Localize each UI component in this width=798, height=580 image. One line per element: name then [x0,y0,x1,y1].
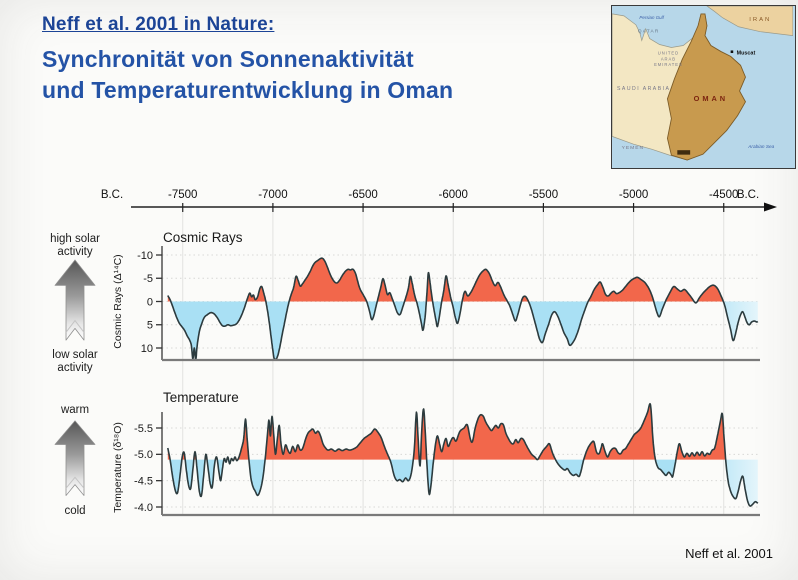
x-tick-label: -7500 [168,189,197,201]
muscat-dot [730,50,734,54]
y-tick-label: -5.5 [134,423,153,435]
series-line [167,402,759,507]
x-tick-label: -5500 [529,189,558,201]
area-above-baseline [167,258,758,302]
bc-label-right: B.C. [737,189,759,201]
map-label-uae-2: ARAB [661,56,676,61]
vertical-gridlines [182,212,725,514]
map-canvas: Persian Gulf IRAN QATAR UNITED ARAB EMIR… [612,6,793,166]
y-tick-label: -5 [143,273,153,285]
label-low-solar-activity: low solar activity [52,349,98,374]
map-label-oman: OMAN [694,94,728,103]
arrow-up-icon [54,420,96,496]
solar-activity-arrow [54,259,96,341]
arrow-chevron-decor [65,319,85,333]
y-tick-label: -10 [137,250,153,262]
map-label-muscat: Muscat [737,50,756,56]
map-label-persian-gulf: Persian Gulf [639,15,664,20]
y-tick-label: -5.0 [134,449,153,461]
slide-title-line-2: und Temperaturentwicklung in Oman [42,77,454,103]
map-label-qatar: QATAR [638,29,660,35]
map-label-arabian-sea: Arabian Sea [747,144,774,150]
map-label-yemen: YEMEN [622,145,644,151]
map-land-iran [706,6,793,36]
citation: Neff et al. 2001 [685,546,773,561]
y-tick-label: 10 [141,343,153,355]
x-tick-label: -6000 [439,189,468,201]
y-tick-label: -4.5 [134,475,153,487]
arrow-up-icon [54,259,96,341]
y-axis-label: Temperature (δ¹⁸O) [112,422,124,513]
temperature-arrow [54,420,96,496]
area-above-baseline [167,403,758,460]
label-warm: warm [60,404,90,416]
label-cold: cold [64,505,86,517]
x-tick-label: -6500 [348,189,377,201]
map-land-oman [666,13,746,161]
x-tick-label: -4500 [709,189,738,201]
series-line [167,257,759,360]
arrow-chevron-decor [65,476,85,489]
slide-title-line-1: Synchronität von Sonnenaktivität [42,46,414,72]
map-label-iran: IRAN [749,17,771,23]
label-high-solar-activity: high solar activity [50,233,100,258]
temperature-chart: -5.5 -5.0 -4.5 -4.0 Temperature Temperature (… [112,390,760,517]
chart-title: Temperature [163,390,239,405]
map-label-uae-1: UNITED [658,50,679,55]
x-tick-label: -5000 [619,189,648,201]
y-axis-label: Cosmic Rays (Δ¹⁴C) [112,254,124,348]
area-below-baseline [167,459,758,507]
y-tick-label: 0 [147,296,153,308]
area-below-baseline [167,301,758,360]
title-block: Neff et al. 2001 in Nature: Synchronität… [42,14,453,106]
map-city-marker [677,150,691,155]
y-tick-label: -4.0 [134,502,153,514]
oman-location-map: Persian Gulf IRAN QATAR UNITED ARAB EMIR… [611,5,796,169]
y-tick-label: 5 [147,320,153,332]
map-label-uae-3: EMIRATES [654,62,683,67]
chart-title: Cosmic Rays [163,230,243,245]
map-label-saudi-arabia: SAUDI ARABIA [617,86,670,92]
cosmic-rays-chart: -10 -5 0 5 10 Cosmic Rays Cosmic Rays (Δ¹⁴C) [112,230,760,362]
x-tick-label: -7000 [258,189,287,201]
reference-title: Neff et al. 2001 in Nature: [42,14,275,35]
bc-label-left: B.C. [101,189,123,201]
